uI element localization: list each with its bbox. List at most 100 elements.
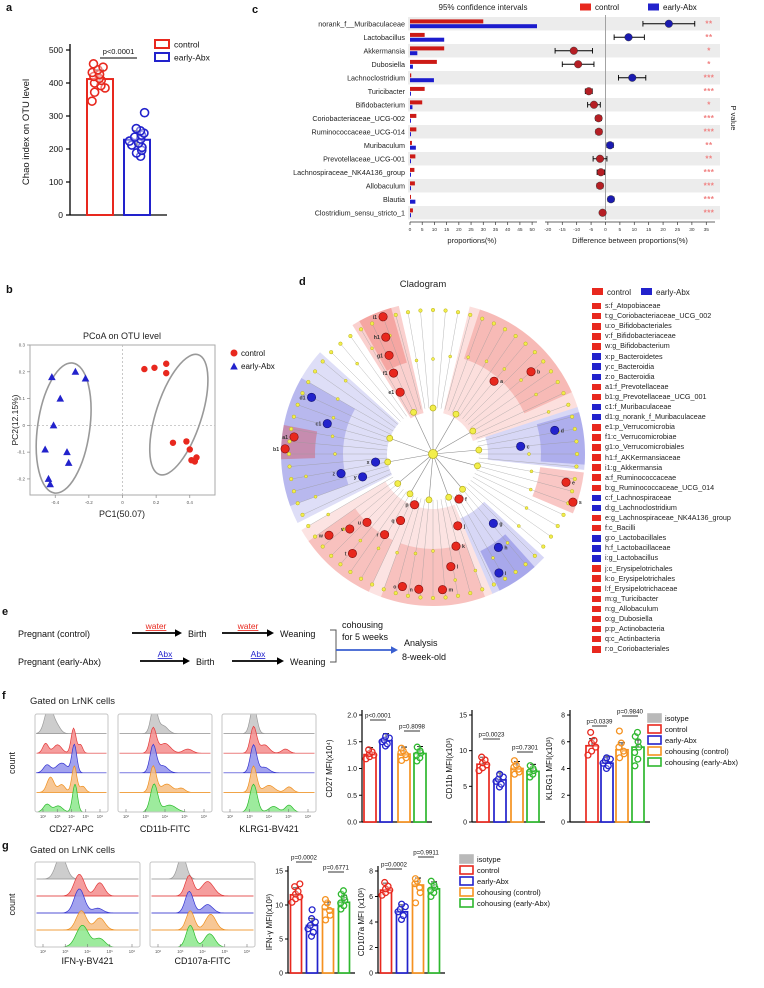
svg-text:15: 15 — [444, 227, 450, 233]
svg-text:j: j — [463, 524, 466, 530]
cladogram-legend: control early-Abx s:f_Atopobiaceae t:g_Cori… — [592, 288, 764, 654]
svg-text:IFN-γ-BV421: IFN-γ-BV421 — [61, 956, 113, 966]
legend-swatch — [592, 343, 601, 350]
legend-swatch — [592, 383, 601, 391]
svg-text:300: 300 — [49, 111, 63, 121]
cladogram-legend-item: c1:f_Muribaculaceae — [592, 402, 764, 412]
legend-swatch — [592, 484, 601, 492]
svg-text:CD107a-FITC: CD107a-FITC — [174, 956, 231, 966]
svg-text:p=0.0002: p=0.0002 — [381, 862, 408, 869]
svg-text:c1: c1 — [315, 422, 321, 428]
svg-text:Dubosiella: Dubosiella — [371, 60, 405, 69]
legend-swatch — [592, 454, 601, 461]
legend-swatch — [592, 494, 601, 502]
svg-text:P value: P value — [729, 106, 738, 131]
cladogram-legend-item: j:c_Erysipelotrichales — [592, 564, 764, 574]
svg-text:q: q — [391, 519, 394, 525]
legend-swatch — [592, 504, 601, 512]
svg-text:Allobaculum: Allobaculum — [366, 181, 405, 190]
svg-text:**: ** — [705, 155, 713, 164]
svg-text:Lactobacillus: Lactobacillus — [363, 33, 405, 42]
svg-text:25: 25 — [675, 227, 681, 233]
svg-text:10²: 10² — [227, 814, 234, 819]
svg-text:***: *** — [704, 182, 715, 191]
svg-text:CD11b-FITC: CD11b-FITC — [140, 824, 191, 834]
svg-text:u: u — [358, 520, 361, 526]
cladogram-legend-item: n:g_Allobaculum — [592, 604, 764, 614]
svg-text:p=0.0002: p=0.0002 — [291, 855, 318, 862]
legend-swatch — [592, 312, 601, 320]
svg-text:0.2: 0.2 — [153, 500, 160, 505]
svg-text:Abx: Abx — [158, 649, 173, 659]
svg-text:0: 0 — [121, 500, 124, 505]
svg-text:d1: d1 — [299, 395, 305, 401]
svg-text:10⁵: 10⁵ — [107, 949, 114, 954]
mfi-bar-charts-g: 0 5 10 15 IFN-γ MFI(x10³) p=0.0002 p=0.6771 0 2 4… — [265, 850, 550, 978]
svg-text:10³: 10³ — [177, 949, 184, 954]
cladogram-legend-item: d1:g_norank_f_Muribaculaceae — [592, 412, 764, 422]
svg-text:water: water — [145, 621, 167, 631]
svg-text:a: a — [500, 379, 503, 385]
svg-text:10⁶: 10⁶ — [305, 814, 312, 819]
cladogram-legend-item: g:o_Lactobacillales — [592, 533, 764, 543]
svg-text:g1: g1 — [377, 353, 383, 359]
svg-text:1.0: 1.0 — [347, 766, 357, 773]
svg-text:10⁴: 10⁴ — [68, 814, 75, 819]
svg-text:e: e — [572, 480, 575, 486]
svg-text:CD27-APC: CD27-APC — [49, 824, 94, 834]
svg-text:cohousing (early-Abx): cohousing (early-Abx) — [665, 758, 738, 767]
svg-text:KLRG1 MFI(x10³): KLRG1 MFI(x10³) — [545, 737, 554, 800]
svg-text:5: 5 — [463, 784, 467, 791]
svg-text:*: * — [707, 60, 711, 69]
legend-swatch — [592, 403, 601, 411]
legend-swatch — [592, 615, 601, 623]
svg-text:10: 10 — [275, 903, 283, 910]
legend-swatch — [592, 555, 601, 562]
svg-text:***: *** — [704, 87, 715, 96]
svg-text:15: 15 — [459, 713, 467, 720]
svg-text:CD11b MFI(x10³): CD11b MFI(x10³) — [445, 738, 454, 800]
cladogram-legend-item: v:f_Bifidobacteriaceae — [592, 331, 764, 341]
svg-text:500: 500 — [49, 45, 63, 55]
svg-text:***: *** — [704, 209, 715, 218]
svg-text:isotype: isotype — [477, 855, 501, 864]
svg-text:-0.1: -0.1 — [17, 450, 25, 455]
svg-text:norank_f__Muribaculaceae: norank_f__Muribaculaceae — [318, 19, 405, 28]
svg-text:2: 2 — [561, 793, 565, 800]
cladogram-legend-item: p:p_Actinobacteria — [592, 624, 764, 634]
cladogram-legend-item: o:g_Dubosiella — [592, 614, 764, 624]
cladogram-legend-item: i1:g_Akkermansia — [592, 463, 764, 473]
svg-text:25: 25 — [468, 227, 474, 233]
svg-text:10⁵: 10⁵ — [285, 814, 292, 819]
svg-text:6: 6 — [369, 894, 373, 901]
svg-text:h1: h1 — [374, 335, 380, 341]
cladogram-legend-item: c:f_Lachnospiraceae — [592, 493, 764, 503]
svg-text:**: ** — [705, 20, 713, 29]
svg-text:10: 10 — [459, 748, 467, 755]
legend-swatch — [592, 393, 601, 401]
svg-text:p=0.7301: p=0.7301 — [512, 745, 539, 752]
svg-text:s: s — [579, 500, 582, 506]
svg-text:early-Abx: early-Abx — [477, 877, 509, 886]
cladogram-legend-item: z:o_Bacteroidia — [592, 372, 764, 382]
svg-text:*: * — [707, 47, 711, 56]
legend-swatch — [592, 595, 601, 603]
svg-text:n: n — [410, 587, 413, 593]
cladogram-legend-item: m:g_Turicibacter — [592, 594, 764, 604]
svg-text:10³: 10³ — [142, 814, 149, 819]
svg-text:10²: 10² — [40, 814, 47, 819]
svg-text:early-Abx: early-Abx — [174, 53, 211, 63]
svg-text:10³: 10³ — [54, 814, 61, 819]
svg-text:y: y — [354, 475, 357, 481]
svg-text:control: control — [665, 725, 688, 734]
experiment-design-schematic: Pregnant (control) water Birth water Weaning… — [18, 620, 446, 667]
svg-text:200: 200 — [49, 144, 63, 154]
svg-text:4: 4 — [561, 766, 565, 773]
svg-text:b1: b1 — [273, 447, 279, 453]
flow-histograms-g: Gated on LrNK cells count 10² 10³ 10⁴ 10⁵ 10⁶ I… — [7, 845, 256, 966]
panel-label-a: a — [6, 2, 13, 14]
svg-text:***: *** — [704, 168, 715, 177]
svg-text:-0.4: -0.4 — [51, 500, 59, 505]
svg-text:early-Abx: early-Abx — [663, 3, 697, 12]
svg-text:i: i — [505, 571, 507, 577]
